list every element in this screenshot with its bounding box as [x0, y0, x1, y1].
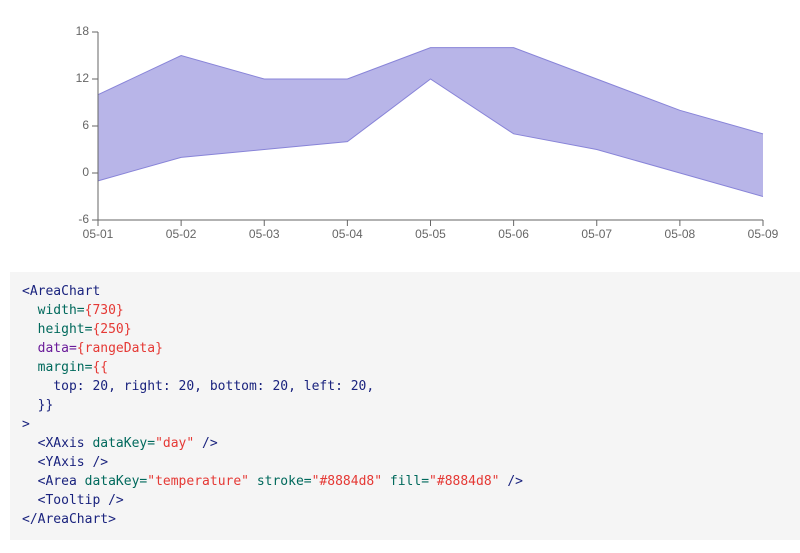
code-line: <Tooltip /> [22, 491, 800, 510]
code-token: <Tooltip /> [22, 493, 124, 508]
code-token: data= [22, 341, 77, 356]
x-tick-label: 05-01 [83, 227, 114, 241]
y-tick-label: -6 [78, 212, 89, 226]
code-line: <Area dataKey="temperature" stroke="#888… [22, 472, 800, 491]
x-tick-label: 05-08 [665, 227, 696, 241]
x-tick-label: 05-04 [332, 227, 363, 241]
code-token: <YAxis /> [22, 455, 109, 470]
code-block: <AreaChart width={730} height={250} data… [10, 272, 800, 540]
code-token: "day" [155, 436, 195, 451]
x-tick-label: 05-05 [415, 227, 446, 241]
y-tick-label: 0 [82, 165, 89, 179]
y-tick-label: 18 [76, 24, 90, 38]
code-token: {rangeData} [76, 341, 163, 356]
x-tick-label: 05-09 [748, 227, 779, 241]
code-line: > [22, 415, 800, 434]
code-token: {730} [84, 303, 124, 318]
code-token: /> [499, 474, 523, 489]
x-tick-label: 05-06 [498, 227, 529, 241]
code-line: top: 20, right: 20, bottom: 20, left: 20… [22, 377, 800, 396]
code-token: "#8884d8" [429, 474, 500, 489]
code-token: {250} [92, 322, 132, 337]
code-line: <AreaChart [22, 282, 800, 301]
x-tick-label: 05-02 [166, 227, 197, 241]
code-token: dataKey= [76, 474, 148, 489]
code-token: height= [22, 322, 93, 337]
code-line: data={rangeData} [22, 339, 800, 358]
code-token: margin= [22, 360, 93, 375]
code-line: width={730} [22, 301, 800, 320]
code-token: {{ [92, 360, 109, 375]
area-lower-line [97, 78, 764, 197]
code-token: "#8884d8" [311, 474, 383, 489]
code-line: margin={{ [22, 358, 800, 377]
y-tick-label: 6 [82, 118, 89, 132]
x-tick-label: 05-03 [249, 227, 280, 241]
code-token: fill= [382, 474, 430, 489]
code-token: stroke= [249, 474, 312, 489]
y-tick-label: 12 [76, 71, 90, 85]
area-upper-line [97, 47, 764, 135]
code-token: top: 20, right: 20, bottom: 20, left: 20… [22, 379, 375, 394]
code-token: /> [194, 436, 218, 451]
code-token: "temperature" [147, 474, 249, 489]
code-token: dataKey= [84, 436, 156, 451]
code-line: </AreaChart> [22, 510, 800, 529]
code-token: width= [22, 303, 85, 318]
code-line: <YAxis /> [22, 453, 800, 472]
code-line: height={250} [22, 320, 800, 339]
code-line: <XAxis dataKey="day" /> [22, 434, 800, 453]
code-token: <XAxis [22, 436, 85, 451]
area-fill [98, 47, 763, 197]
code-token: <Area [22, 474, 77, 489]
code-token: }} [22, 398, 54, 413]
code-line: }} [22, 396, 800, 415]
x-tick-label: 05-07 [581, 227, 612, 241]
chart: -6 0 6 12 18 05-01 05-02 05-03 05-04 05-05 05-06 05… [76, 24, 779, 241]
code-token: <AreaChart [22, 284, 101, 299]
code-token: </AreaChart> [22, 512, 116, 527]
code-token: > [22, 417, 30, 432]
